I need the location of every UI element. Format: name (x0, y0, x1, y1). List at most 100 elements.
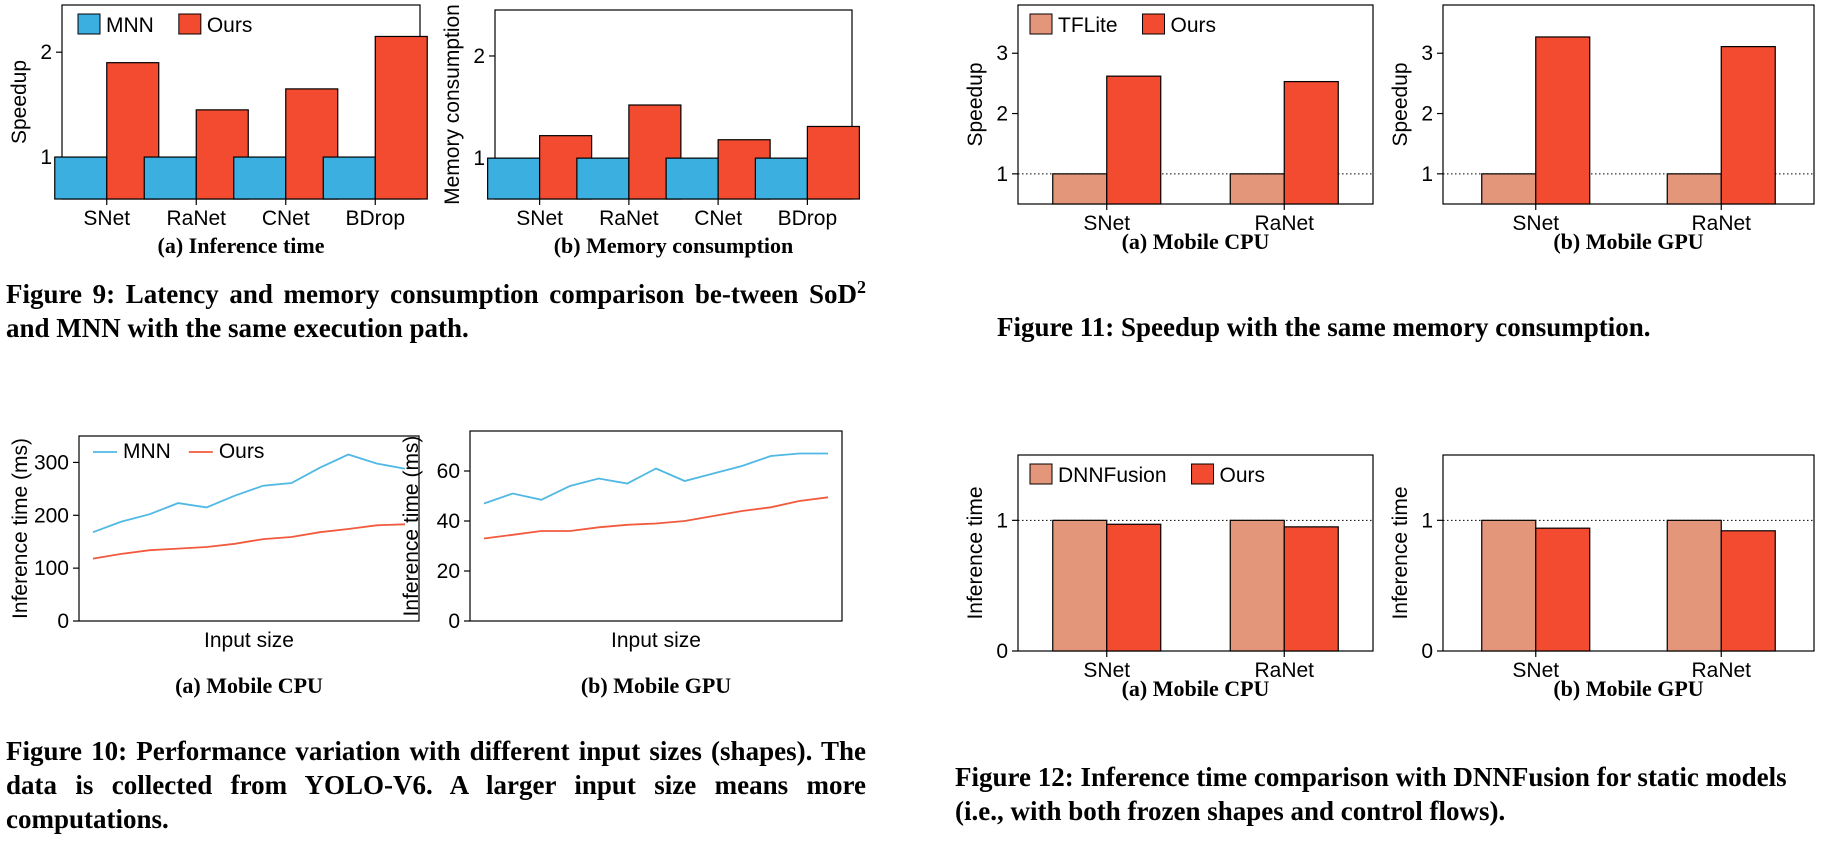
y-tick-label: 1 (40, 146, 52, 169)
y-tick-label: 1 (1421, 509, 1433, 532)
bar-ours-snet (1535, 36, 1591, 205)
bar-tflite-ranet (1229, 173, 1285, 205)
x-tick-label: RaNet (1254, 212, 1314, 235)
y-axis-label: Memory consumption (441, 4, 464, 205)
bar-tflite-ranet (1666, 173, 1722, 205)
y-tick-label: 1 (996, 509, 1008, 532)
y-tick-label: 60 (437, 460, 460, 483)
bar-dnnfusion-snet (1052, 519, 1108, 652)
legend-label-ours: Ours (207, 14, 253, 37)
y-axis-label: Inference time (1389, 486, 1412, 619)
bar-ours-snet (1106, 75, 1162, 205)
x-axis-label: Input size (611, 629, 701, 652)
x-tick-label: RaNet (166, 207, 226, 230)
plot-frame (1017, 454, 1374, 652)
x-tick-label: CNet (262, 207, 310, 230)
x-tick-label: SNet (83, 207, 130, 230)
legend-label-ours: Ours (219, 440, 265, 463)
bar-tflite-snet (1052, 173, 1108, 205)
y-tick-label: 300 (34, 451, 69, 474)
chart-fig9b: 1 2 Memory consumption (b) Memory consumpti… (441, 4, 860, 258)
y-tick-label: 2 (473, 45, 485, 68)
y-tick-label: 2 (40, 41, 52, 64)
sub-caption: (b) Mobile GPU (1553, 229, 1703, 254)
line-series-mnn (483, 452, 828, 505)
bar-ours-ranet (1283, 80, 1339, 205)
y-tick-label: 0 (996, 640, 1008, 663)
legend-label-mnn: MNN (106, 14, 154, 37)
bar-mnn-cnet (233, 156, 287, 200)
bar-ours-bdrop (806, 125, 860, 200)
x-tick-label: SNet (516, 207, 563, 230)
x-tick-label: BDrop (345, 207, 405, 230)
sub-caption: (a) Mobile CPU (1122, 229, 1270, 254)
legend-swatch-ours (1142, 13, 1166, 35)
bar-mnn-ranet (576, 157, 630, 200)
legend-label-ours: Ours (1171, 14, 1217, 37)
figure-11-caption: Figure 11: Speedup with the same memory … (997, 312, 1651, 342)
plot-frame (1017, 4, 1374, 205)
x-tick-label: SNet (1512, 212, 1559, 235)
sub-caption: (b) Memory consumption (554, 233, 794, 258)
y-tick-label: 100 (34, 557, 69, 580)
figure-12-caption: Figure 12: Inference time comparison wit… (955, 762, 1787, 826)
y-tick-label: 40 (437, 510, 460, 533)
x-tick-label: SNet (1083, 212, 1130, 235)
x-tick-label: RaNet (1691, 212, 1751, 235)
figure-9-caption: Figure 9: Latency and memory consumption… (6, 270, 866, 345)
legend-swatch-mnn (77, 13, 101, 35)
legend-label-mnn: MNN (123, 440, 171, 463)
y-tick-label: 2 (996, 103, 1008, 126)
y-axis-label: Inference time (964, 486, 987, 619)
y-tick-label: 20 (437, 560, 460, 583)
y-tick-label: 3 (996, 42, 1008, 65)
x-tick-label: CNet (694, 207, 742, 230)
sub-caption: (b) Mobile GPU (1553, 676, 1703, 701)
bar-ours-bdrop (374, 35, 428, 200)
bar-mnn-cnet (665, 157, 719, 200)
line-series-mnn (92, 453, 406, 534)
legend-swatch-ours (178, 13, 202, 35)
bar-tflite-snet (1481, 173, 1537, 205)
bar-dnnfusion-ranet (1666, 519, 1722, 652)
y-axis-label: Speedup (8, 60, 31, 144)
line-series-ours (92, 523, 406, 560)
bar-ours-snet (1106, 523, 1162, 652)
bar-mnn-bdrop (322, 156, 376, 200)
x-tick-label: SNet (1512, 659, 1559, 682)
bar-mnn-snet (54, 156, 108, 200)
legend-label-tflite: TFLite (1058, 14, 1118, 37)
y-tick-label: 0 (448, 610, 460, 633)
bar-ours-ranet (1283, 526, 1339, 652)
x-tick-label: SNet (1083, 659, 1130, 682)
y-axis-label: Inference time (ms) (400, 436, 423, 617)
chart-fig9a: 1 2 Speedup (a) Inference time SNet RaNet CNet… (8, 4, 428, 258)
plot-frame (1442, 454, 1815, 652)
x-tick-label: RaNet (1691, 659, 1751, 682)
y-tick-label: 3 (1421, 42, 1433, 65)
x-tick-label: BDrop (778, 207, 838, 230)
figure-9-caption-rest: and MNN with the same execution path. (6, 313, 469, 343)
y-axis-label: Inference time (ms) (9, 438, 32, 619)
plot-frame (1442, 4, 1815, 205)
y-tick-label: 0 (1421, 640, 1433, 663)
bar-dnnfusion-snet (1481, 519, 1537, 652)
sub-caption: (a) Inference time (158, 233, 325, 258)
line-series-ours (483, 496, 829, 540)
plot-frame (469, 430, 843, 622)
y-axis-label: Speedup (1389, 62, 1412, 146)
y-tick-label: 2 (1421, 103, 1433, 126)
chart-fig10b: 0 20 40 60 Inference time (ms) (b) Mobile GPU… (400, 430, 843, 698)
legend-swatch-tflite (1029, 13, 1053, 35)
x-axis-label: Input size (204, 629, 294, 652)
bar-ours-snet (1535, 527, 1591, 652)
figure-9-caption-superscript: 2 (857, 277, 866, 297)
x-tick-label: RaNet (599, 207, 659, 230)
bar-mnn-bdrop (754, 157, 808, 200)
legend-swatch-dnnfusion (1029, 463, 1053, 485)
bar-mnn-snet (487, 157, 541, 200)
